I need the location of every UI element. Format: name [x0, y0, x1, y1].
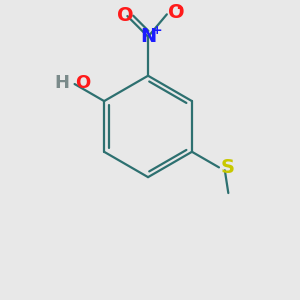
Text: O: O [76, 74, 91, 92]
Text: N: N [140, 27, 156, 46]
Text: H: H [55, 74, 70, 92]
Text: O: O [168, 3, 184, 22]
Text: S: S [221, 158, 235, 177]
Text: -: - [176, 0, 183, 15]
Text: +: + [152, 24, 162, 38]
Text: O: O [117, 6, 134, 25]
